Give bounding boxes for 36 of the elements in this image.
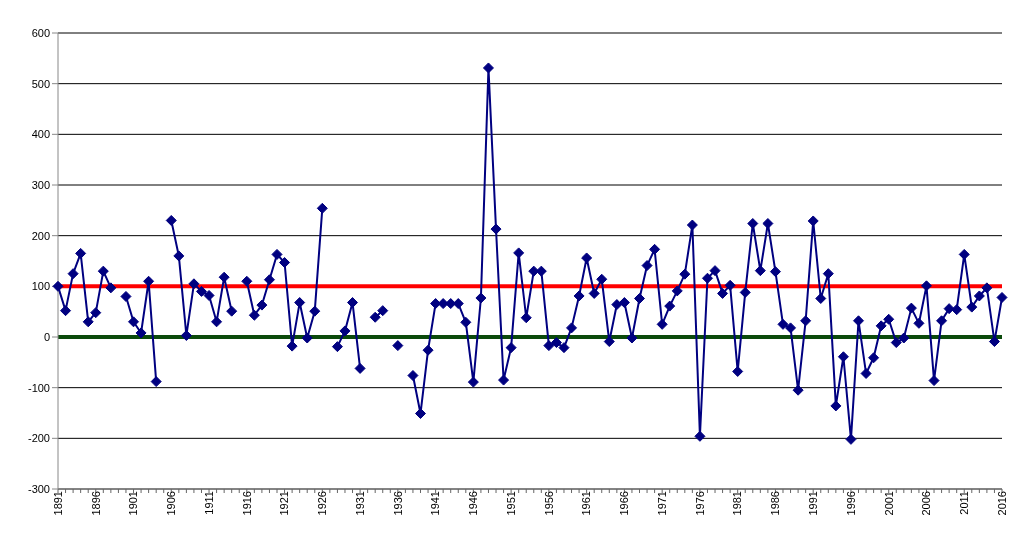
y-tick-label: 500: [31, 77, 50, 90]
x-tick-label: 1946: [467, 491, 480, 516]
x-tick-label: 1891: [51, 491, 64, 516]
x-tick-label: 1986: [769, 491, 782, 516]
y-tick-label: 0: [43, 330, 50, 343]
y-tick-label: 400: [31, 128, 50, 141]
x-tick-label: 1981: [731, 491, 744, 516]
x-tick-label: 2006: [920, 491, 933, 516]
x-tick-label: 1921: [278, 491, 291, 516]
y-tick-label: 300: [31, 178, 50, 191]
x-tick-label: 1956: [542, 491, 555, 516]
x-tick-label: 1941: [429, 491, 442, 516]
x-tick-label: 1906: [165, 491, 178, 516]
y-tick-label: -300: [27, 482, 50, 495]
x-tick-label: 1936: [391, 491, 404, 516]
x-tick-label: 2001: [882, 491, 895, 516]
x-tick-label: 1966: [618, 491, 631, 516]
x-tick-label: 1931: [353, 491, 366, 516]
x-tick-label: 1951: [504, 491, 517, 516]
y-tick-label: 200: [31, 229, 50, 242]
y-tick-label: 100: [31, 280, 50, 293]
x-tick-label: 1971: [655, 491, 668, 516]
x-tick-label: 1911: [202, 491, 215, 515]
x-tick-label: 1916: [240, 491, 253, 516]
x-tick-label: 1976: [693, 491, 706, 516]
x-tick-label: 1961: [580, 491, 593, 516]
x-tick-label: 1926: [316, 491, 329, 516]
x-tick-label: 1996: [844, 491, 857, 516]
x-tick-label: 1901: [127, 491, 140, 516]
y-tick-label: -100: [27, 381, 50, 394]
y-tick-label: 600: [31, 26, 50, 39]
x-tick-label: 1991: [807, 491, 820, 516]
y-tick-label: -200: [27, 432, 50, 445]
x-tick-label: 2011: [958, 491, 971, 515]
x-tick-label: 2016: [995, 491, 1008, 516]
x-tick-label: 1896: [89, 491, 102, 516]
